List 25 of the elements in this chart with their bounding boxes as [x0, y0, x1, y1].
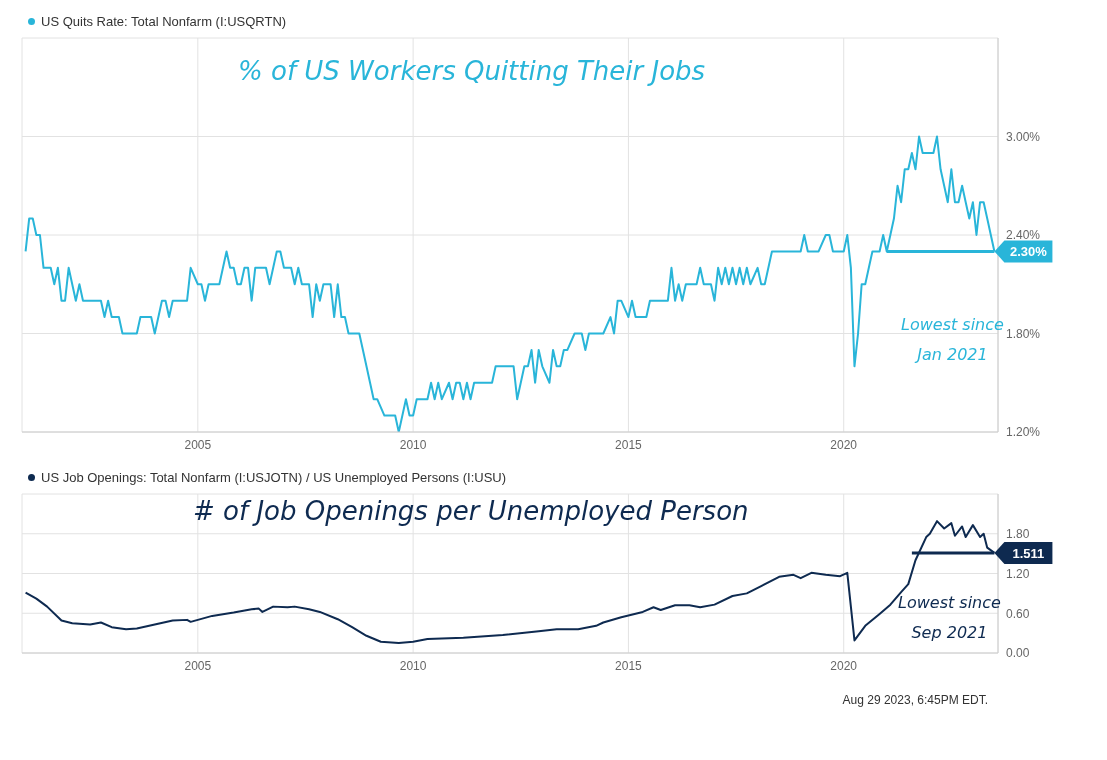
x-tick-label: 2020: [830, 658, 858, 673]
legend-label: US Job Openings: Total Nonfarm (I:USJOTN) / US Unemployed Persons (I:USU): [41, 469, 507, 485]
x-tick-label: 2015: [615, 437, 643, 452]
x-tick-label: 2010: [399, 658, 427, 673]
x-tick-label: 2010: [399, 437, 427, 452]
y-tick-label: 0.00: [1006, 646, 1030, 661]
chart-title: # of Job Openings per Unemployed Person: [193, 496, 749, 526]
y-tick-label: 1.20%: [1006, 425, 1041, 440]
y-tick-label: 1.20: [1006, 566, 1030, 581]
y-tick-label: 2.40%: [1006, 228, 1041, 243]
annotation: Lowest since Jan 2021: [901, 314, 1004, 366]
annotation: Lowest since Sep 2021: [898, 592, 1001, 644]
legend-label: US Quits Rate: Total Nonfarm (I:USQRTN): [41, 13, 287, 29]
data-label: 1.511: [1012, 545, 1045, 561]
text: % of US Workers Quitting Their Jobs: [238, 56, 706, 86]
y-tick-label: 1.80%: [1006, 326, 1041, 341]
y-tick-label: 0.60: [1006, 606, 1030, 621]
x-tick-label: 2005: [184, 437, 212, 452]
y-tick-label: 3.00%: [1006, 129, 1041, 144]
x-tick-label: 2015: [615, 658, 643, 673]
y-tick-label: 1.80: [1006, 527, 1030, 542]
text: Aug 29 2023, 6:45PM EDT.: [841, 693, 989, 707]
x-tick-label: 2020: [830, 437, 858, 452]
data-label: 2.30%: [1009, 244, 1048, 260]
x-tick-label: 2005: [184, 658, 212, 673]
